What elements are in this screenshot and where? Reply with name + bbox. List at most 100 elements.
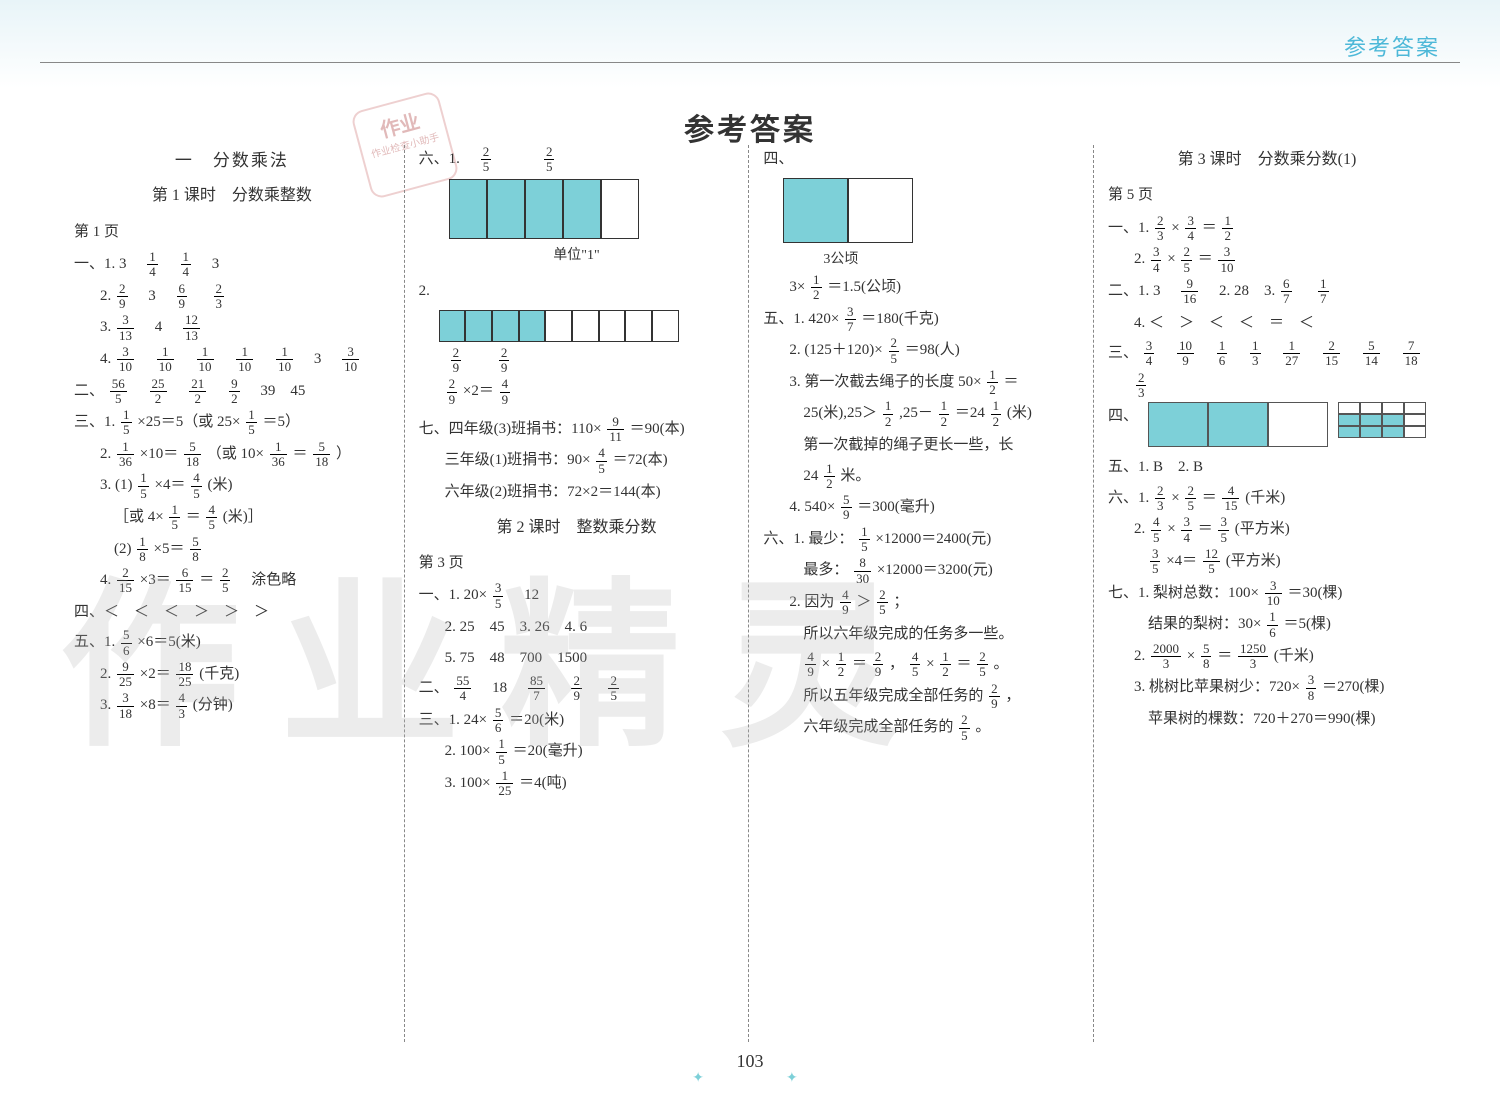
sq-cell [783,178,848,243]
t: (平方米) [1226,553,1281,569]
t: 2. [100,288,115,304]
t: 3 [299,351,337,367]
t: 七、四年级(3)班捐书：110× [419,421,602,437]
bar-cell [652,310,679,342]
frac: 830 [854,556,871,586]
c2-l16: 3. 100× 125 ＝4(吨) [419,769,735,799]
t: (千克) [199,666,239,682]
c4-l12: 2. 20003 × 58 ＝ 12503 (千米) [1108,642,1426,672]
c2-l13: 二、 554 18 857 29 25 [419,674,735,704]
t: ＝98(人) [905,343,960,359]
bar-diagram-1 [449,179,639,239]
t: ,25－ [899,406,933,422]
frac: 49 [500,377,511,407]
frac: 25 [1181,245,1192,275]
t: 3. [100,698,115,714]
frac: 25 [220,566,231,596]
frac: 12 [883,399,894,429]
frac: 136 [117,440,134,470]
frac: 25 [544,145,555,175]
t: ×3＝ [140,572,171,588]
frac: 29 [117,282,128,312]
c2-l11: 2. 25 45 3. 26 4. 6 [419,613,735,642]
c4-l5b: 23 [1108,371,1426,401]
c2-l14: 三、1. 24× 56 ＝20(米) [419,706,735,736]
t: 。 [975,719,990,735]
t: ×25＝5（或 25× [137,414,240,430]
c2-d2-eq: 29 ×2＝ 49 [419,377,735,407]
t: ＝180(千克) [861,311,939,327]
diagram-caption: 3公顷 [823,247,1079,274]
frac: 15 [859,525,870,555]
t: 米。 [840,468,870,484]
frac: 25 [977,650,988,680]
c3-l2: 五、1. 420× 37 ＝180(千克) [763,305,1079,335]
frac: 911 [607,415,624,445]
t: 一、1. 3 [74,256,127,272]
t: ［或 4× [114,509,164,525]
t: × [1187,648,1195,664]
t: 3 [197,256,220,272]
t: 五、1. 420× [763,311,839,327]
t: ＝ [1198,252,1213,268]
c4-l10: 七、1. 梨树总数：100× 310 ＝30(棵) [1108,579,1426,609]
t: 4. 540× [789,499,835,515]
frac: 12 [1222,214,1233,244]
t: ＝ [186,509,201,525]
t: 2. [1134,648,1149,664]
sq-cell [848,178,913,243]
c4-l6: 五、1. B 2. B [1108,453,1426,482]
column-1: 一 分数乘法 第 1 课时 分数乘整数 第 1 页 一、1. 3 14 14 3… [60,145,404,1042]
frac: 109 [1177,339,1194,369]
bar-cell [465,310,492,342]
t: 涂色略 [236,572,296,588]
c1-l3: 3. 313 4 1213 [74,313,390,343]
c2-l9: 六年级(2)班捐书：72×2＝144(本) [419,478,735,507]
bar-cell [525,179,563,239]
t: 2. 28 3. [1204,283,1279,299]
frac: 310 [342,345,359,375]
frac: 615 [176,566,193,596]
t: 。 [994,656,1009,672]
t: 二、 [74,383,104,399]
bar-cell [449,179,487,239]
bar-cell [545,310,572,342]
frac: 25 [481,145,492,175]
t: 2. (125＋120)× [789,343,882,359]
frac: 1825 [176,660,193,690]
t: 七、1. 梨树总数：100× [1108,585,1259,601]
page-ref-1: 第 1 页 [74,218,390,247]
frac: 518 [313,440,330,470]
frac: 12 [824,462,835,492]
frac: 415 [1222,484,1239,514]
frac: 215 [1323,339,1340,369]
frac: 514 [1363,339,1380,369]
t: ＝72(本) [613,453,668,469]
frac: 29 [989,682,1000,712]
c4-l2: 2. 34 × 25 ＝ 310 [1108,245,1426,275]
t [551,680,566,696]
t: ＝4(吨) [519,775,567,791]
t: ＝ [1004,374,1019,390]
t: 三、1. 24× [419,712,487,728]
c1-l4: 4. 310 110 110 110 110 3 310 [74,345,390,375]
frac: 110 [276,345,293,375]
t: 最多： [803,563,848,579]
bar-cell [487,179,525,239]
t: 3× [789,279,805,295]
t: 39 45 [245,383,305,399]
frac: 29 [571,674,582,704]
c4-l1: 一、1. 23 × 34 ＝ 12 [1108,214,1426,244]
t: (2) [114,541,132,557]
frac: 15 [138,471,149,501]
frac: 45 [596,446,607,476]
c4-l7: 六、1. 23 × 25 ＝ 415 (千米) [1108,484,1426,514]
frac: 925 [117,660,134,690]
t: ＝30(棵) [1287,585,1342,601]
t: ＝270(棵) [1322,680,1385,696]
t [588,680,603,696]
bar-cell [601,179,639,239]
c1-l2: 2. 29 3 69 23 [74,282,390,312]
t: ×12000＝2400(元) [875,531,991,547]
frac: 23 [1155,484,1166,514]
